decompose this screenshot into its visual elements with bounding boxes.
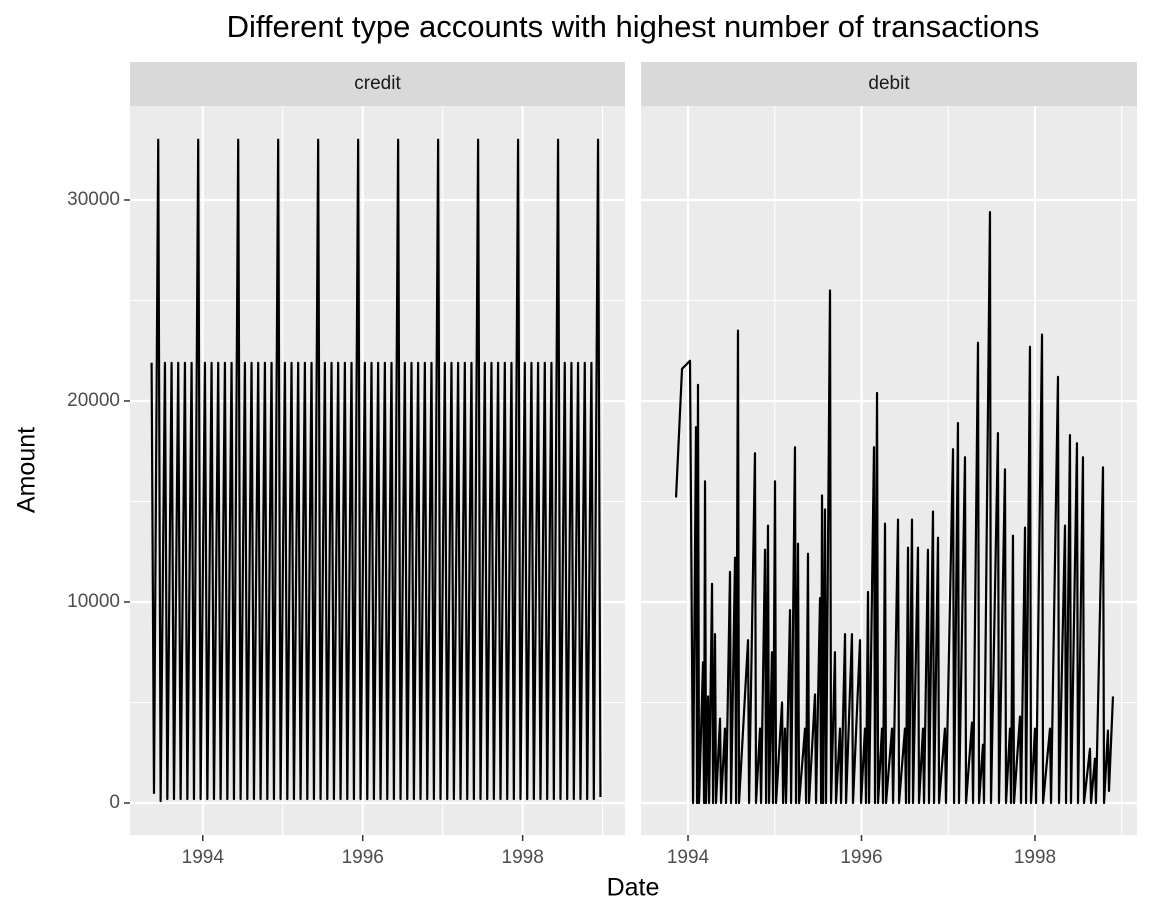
x-axis-label: Date [607, 874, 660, 902]
y-tick-label: 10000 [67, 591, 120, 612]
x-tick-label: 1996 [840, 847, 882, 868]
y-tick-label: 0 [109, 792, 120, 813]
strip [130, 62, 625, 106]
y-tick-label: 30000 [67, 189, 120, 210]
data-line [150, 138, 602, 803]
panel-background [641, 106, 1137, 835]
x-tick-label: 1994 [667, 847, 710, 868]
x-tick-label: 1998 [1014, 847, 1056, 868]
y-tick-label: 20000 [67, 390, 120, 411]
strip-label: credit [354, 73, 401, 94]
chart-title: Different type accounts with highest num… [227, 9, 1040, 44]
x-tick-label: 1998 [502, 847, 544, 868]
strip [641, 62, 1137, 106]
x-tick-label: 1994 [182, 847, 225, 868]
data-line [674, 210, 1115, 805]
x-tick-label: 1996 [342, 847, 384, 868]
strip-label: debit [868, 73, 910, 94]
y-axis-label: Amount [13, 427, 41, 513]
